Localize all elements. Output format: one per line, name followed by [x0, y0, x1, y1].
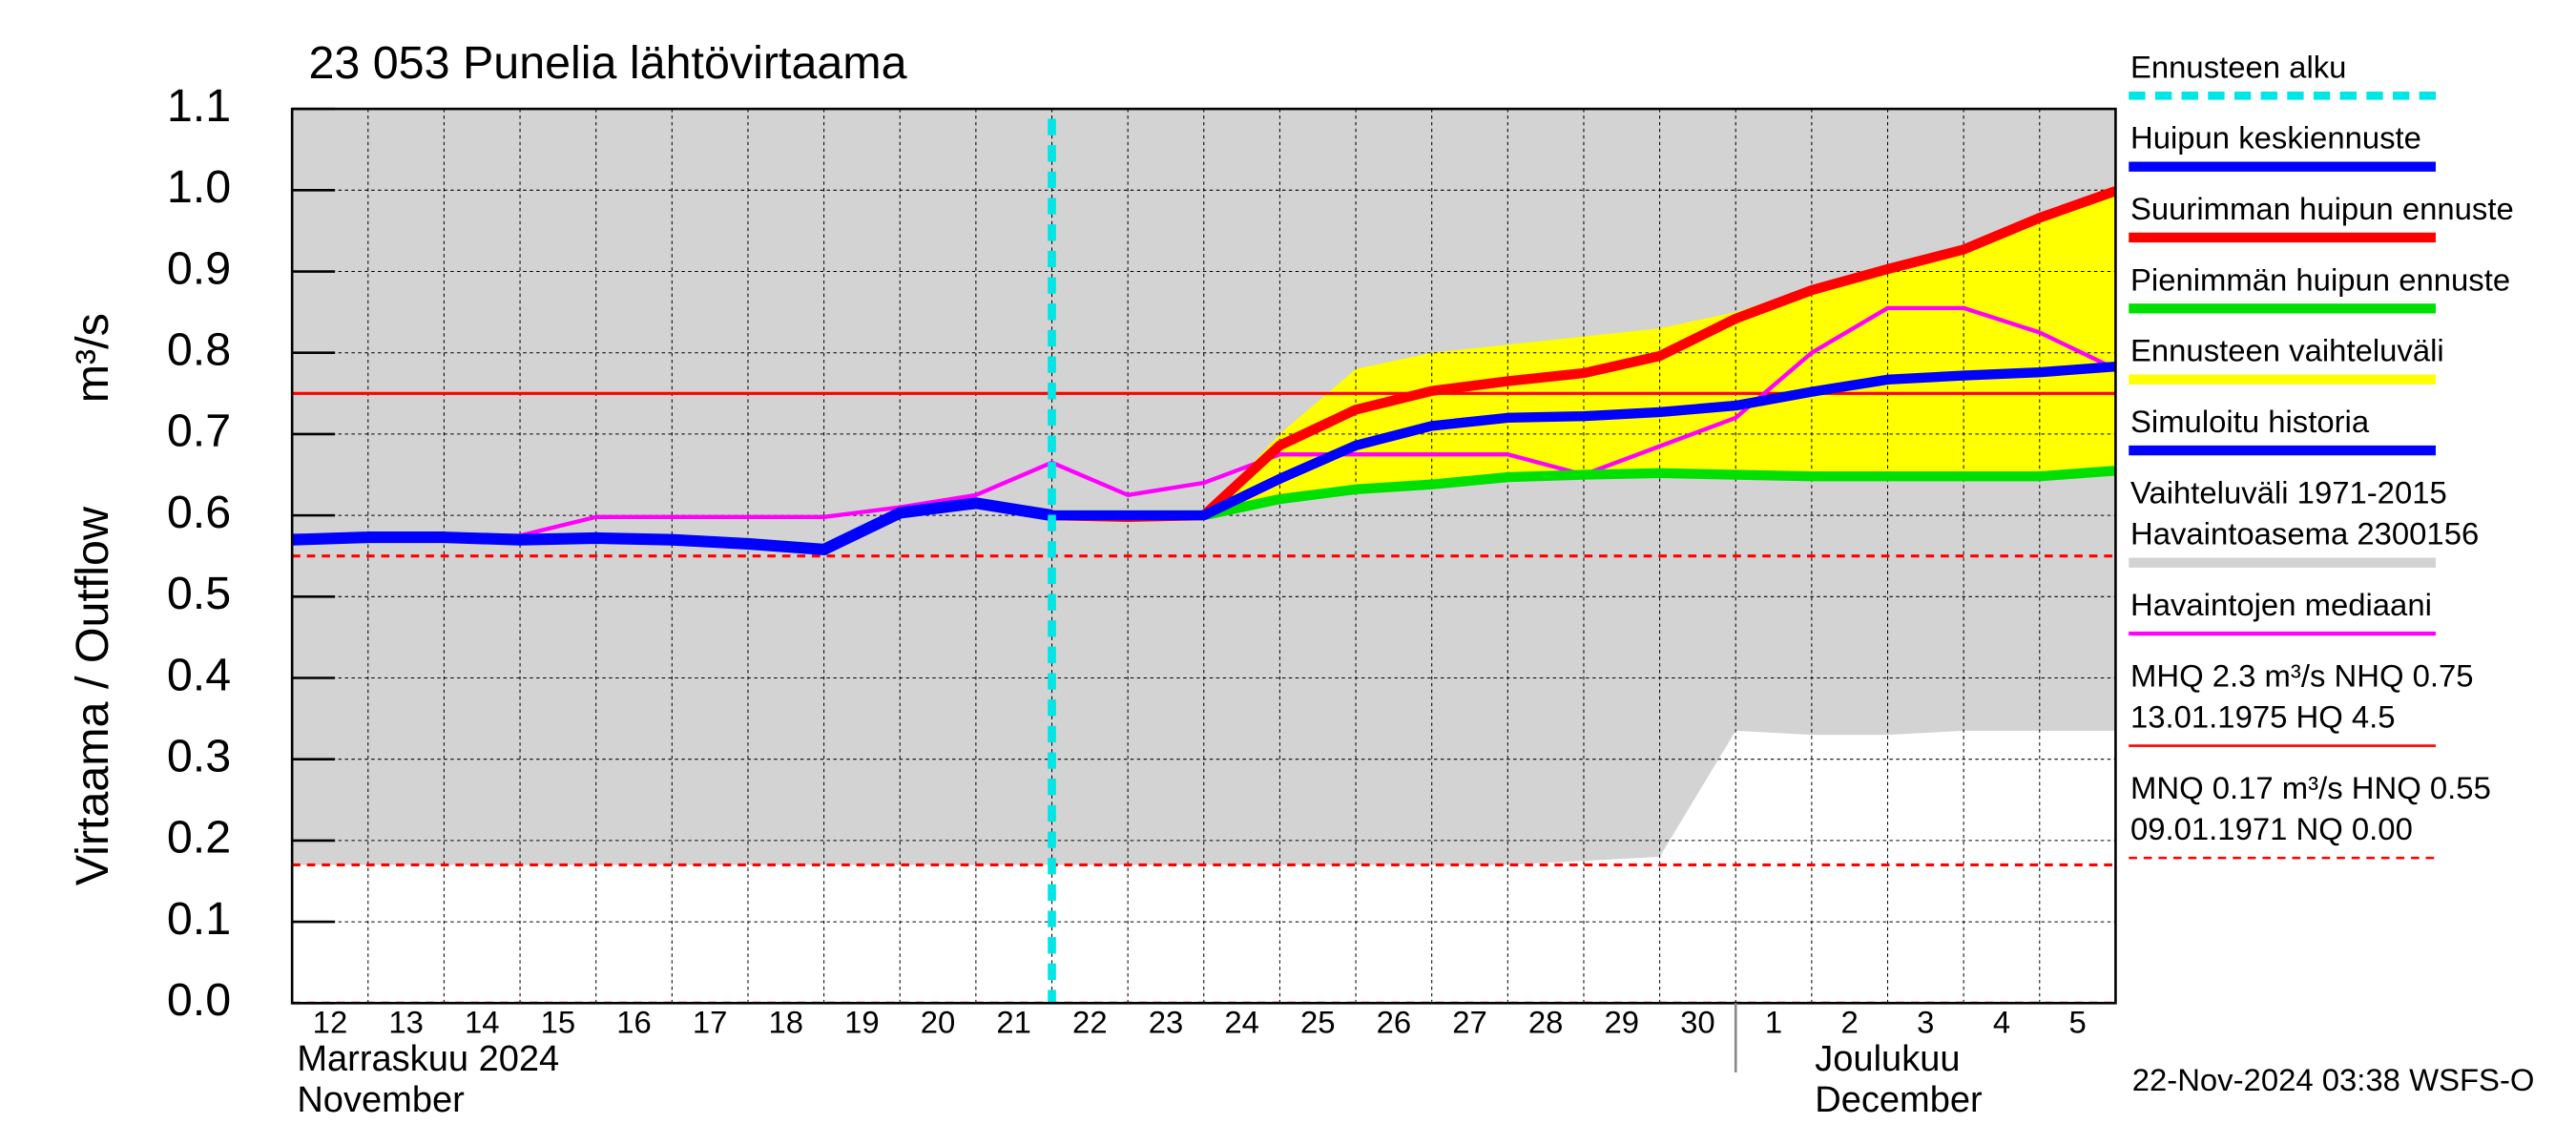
- series-line: [292, 497, 1053, 555]
- series-line: [1051, 186, 2116, 523]
- legend-label: MNQ 0.17 m³/s HNQ 0.55: [2130, 770, 2491, 805]
- y-axis-title: Virtaama / Outflow m³/s: [67, 313, 118, 885]
- x-tick-label: 22: [1072, 1004, 1108, 1039]
- x-tick-label: 17: [693, 1004, 728, 1039]
- legend-label: Huipun keskiennuste: [2130, 120, 2421, 156]
- x-tick-label: 23: [1149, 1004, 1184, 1039]
- x-tick-label: 26: [1377, 1004, 1412, 1039]
- legend-label: Pienimmän huipun ennuste: [2130, 261, 2510, 297]
- x-tick-label: 19: [844, 1004, 880, 1039]
- legend-label: Havaintoasema 2300156: [2130, 516, 2479, 552]
- legend-label: MHQ 2.3 m³/s NHQ 0.75: [2130, 657, 2474, 693]
- x-tick-label: 4: [1993, 1004, 2010, 1039]
- x-tick-label: 2: [1841, 1004, 1859, 1039]
- x-tick-label: 27: [1452, 1004, 1487, 1039]
- series-line: [1051, 466, 2116, 521]
- y-tick-label: 0.4: [167, 649, 231, 700]
- legend-label: Vaihteluväli 1971-2015: [2130, 474, 2447, 510]
- chart-title: 23 053 Punelia lähtövirtaama: [308, 37, 906, 89]
- y-tick-label: 0.8: [167, 324, 231, 376]
- legend-label: Suurimman huipun ennuste: [2130, 191, 2514, 226]
- y-unit: m³/s: [67, 313, 118, 403]
- x-tick-label: 30: [1680, 1004, 1715, 1039]
- month-label: Joulukuu: [1815, 1039, 1960, 1079]
- month-label: November: [297, 1080, 465, 1120]
- y-tick-label: 0.3: [167, 731, 231, 782]
- x-tick-label: 21: [996, 1004, 1031, 1039]
- x-tick-label: 18: [769, 1004, 804, 1039]
- legend-label: 13.01.1975 HQ 4.5: [2130, 699, 2396, 735]
- y-tick-label: 0.0: [167, 974, 231, 1026]
- x-tick-label: 28: [1528, 1004, 1564, 1039]
- y-tick-label: 0.1: [167, 893, 231, 945]
- y-tick-label: 1.1: [167, 80, 231, 132]
- legend-label: Ennusteen vaihteluväli: [2130, 333, 2444, 368]
- y-tick-label: 0.7: [167, 406, 231, 457]
- x-tick-label: 5: [2068, 1004, 2086, 1039]
- x-tick-label: 13: [388, 1004, 424, 1039]
- legend-label: 09.01.1971 NQ 0.00: [2130, 811, 2413, 846]
- footer: 22-Nov-2024 03:38 WSFS-O: [2132, 1062, 2535, 1097]
- legend-label: Simuloitu historia: [2130, 404, 2370, 439]
- x-tick-label: 1: [1765, 1004, 1782, 1039]
- y-tick-label: 0.6: [167, 487, 231, 538]
- x-tick-label: 12: [313, 1004, 348, 1039]
- x-tick-label: 20: [921, 1004, 956, 1039]
- legend-label: Havaintojen mediaani: [2130, 587, 2432, 622]
- x-tick-label: 24: [1224, 1004, 1259, 1039]
- legend-label: Ennusteen alku: [2130, 49, 2346, 84]
- x-tick-label: 25: [1300, 1004, 1336, 1039]
- x-tick-label: 15: [541, 1004, 576, 1039]
- x-tick-label: 29: [1605, 1004, 1640, 1039]
- x-tick-label: 3: [1917, 1004, 1934, 1039]
- series-line: [1051, 362, 2116, 521]
- series-line: [292, 305, 2116, 538]
- y-tick-label: 1.0: [167, 161, 231, 213]
- month-label: December: [1815, 1080, 1983, 1120]
- y-tick-label: 0.9: [167, 242, 231, 294]
- plot-layer: [292, 109, 2116, 1004]
- plot-frame: [290, 107, 2117, 1005]
- month-label: Marraskuu 2024: [297, 1039, 559, 1079]
- x-tick-label: 16: [616, 1004, 652, 1039]
- y-tick-label: 0.2: [167, 812, 231, 864]
- y-tick-label: 0.5: [167, 568, 231, 619]
- x-tick-label: 14: [465, 1004, 500, 1039]
- y-label: Virtaama / Outflow: [67, 506, 118, 885]
